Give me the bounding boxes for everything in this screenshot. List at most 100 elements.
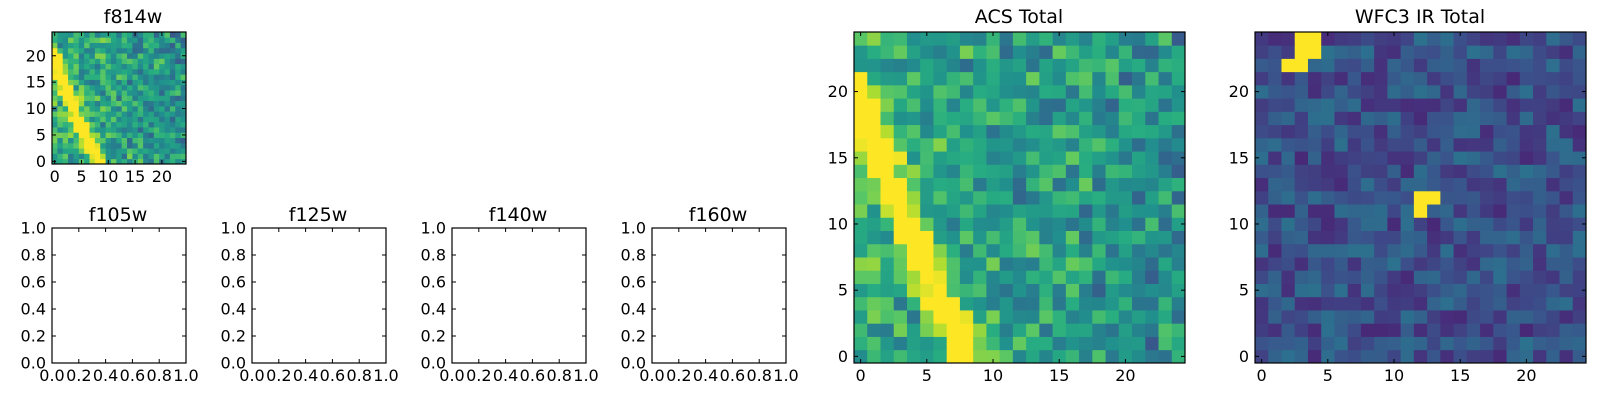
- heatmap-cell: [175, 127, 182, 133]
- heatmap-cell: [68, 111, 74, 117]
- heatmap-cell: [1413, 164, 1428, 179]
- heatmap-cell: [1480, 204, 1494, 218]
- heatmap-cell: [100, 68, 106, 75]
- heatmap-cell: [1493, 45, 1507, 59]
- heatmap-cell: [1132, 336, 1146, 351]
- heatmap-cell: [867, 137, 881, 152]
- heatmap-cell: [1559, 296, 1574, 311]
- heatmap-cell: [1132, 98, 1146, 112]
- heatmap-cell: [110, 74, 117, 80]
- heatmap-cell: [1572, 243, 1587, 258]
- heatmap-cell: [121, 121, 128, 128]
- heatmap-cell: [1307, 349, 1322, 364]
- heatmap-cell: [132, 116, 139, 123]
- heatmap-cell: [1294, 111, 1309, 126]
- heatmap-cell: [1281, 177, 1296, 192]
- heatmap-cell: [89, 42, 96, 49]
- heatmap-cell: [116, 148, 123, 154]
- heatmap-cell: [1400, 204, 1415, 218]
- heatmap-cell: [89, 84, 96, 91]
- heatmap-cell: [959, 32, 974, 46]
- heatmap-cell: [1506, 111, 1521, 126]
- heatmap-cell: [959, 45, 974, 59]
- heatmap-cell: [1039, 217, 1053, 231]
- heatmap-cell: [1255, 283, 1269, 298]
- heatmap-cell: [880, 190, 895, 205]
- heatmap-cell: [1079, 217, 1093, 231]
- heatmap-cell: [1092, 190, 1106, 205]
- heatmap-cell: [105, 63, 112, 70]
- heatmap-cell: [1387, 71, 1402, 86]
- heatmap-cell: [1440, 296, 1454, 311]
- heatmap-cell: [1079, 58, 1093, 73]
- heatmap-cell: [1255, 257, 1269, 271]
- heatmap-cell: [164, 137, 171, 144]
- heatmap-cell: [1092, 151, 1106, 165]
- heatmap-cell: [1334, 32, 1349, 46]
- heatmap-cell: [1506, 124, 1521, 139]
- heatmap-cell: [1065, 71, 1080, 86]
- heatmap-cell: [137, 63, 144, 70]
- heatmap-cell: [986, 243, 1001, 258]
- heatmap-cell: [121, 58, 128, 65]
- heatmap-cell: [1466, 349, 1481, 364]
- heatmap-cell: [1480, 71, 1494, 86]
- heatmap-cell: [1533, 111, 1547, 126]
- heatmap-cell: [1105, 177, 1120, 192]
- heatmap-cell: [105, 74, 112, 80]
- heatmap-cell: [180, 95, 187, 102]
- heatmap-cell: [999, 217, 1014, 231]
- heatmap-cell: [1171, 137, 1186, 152]
- heatmap-cell: [1466, 137, 1481, 152]
- heatmap-cell: [121, 127, 128, 133]
- heatmap-cell: [854, 296, 868, 311]
- x-tick-label: 10: [983, 366, 1003, 385]
- heatmap-cell: [1294, 336, 1309, 351]
- heatmap-cell: [933, 283, 948, 298]
- heatmap-cell: [1413, 349, 1428, 364]
- heatmap-cell: [148, 84, 155, 91]
- heatmap-cell: [105, 84, 112, 91]
- heatmap-cell: [1052, 137, 1067, 152]
- heatmap-cell: [68, 63, 74, 70]
- heatmap-cell: [920, 98, 934, 112]
- heatmap-cell: [169, 137, 176, 144]
- heatmap-cell: [1281, 151, 1296, 165]
- heatmap-cell: [1079, 177, 1093, 192]
- heatmap-cell: [159, 148, 165, 154]
- heatmap-cell: [1079, 283, 1093, 298]
- heatmap-cell: [116, 132, 123, 138]
- heatmap-cell: [143, 42, 149, 49]
- heatmap-cell: [1533, 137, 1547, 152]
- heatmap-cell: [1039, 124, 1053, 139]
- heatmap-cell: [1307, 296, 1322, 311]
- heatmap-cell: [105, 42, 112, 49]
- heatmap-cell: [1321, 98, 1335, 112]
- heatmap-cell: [933, 71, 948, 86]
- heatmap-cell: [1334, 164, 1349, 179]
- heatmap-cell: [89, 105, 96, 112]
- heatmap-cell: [1546, 84, 1560, 99]
- heatmap-cell: [854, 111, 868, 126]
- heatmap-cell: [1440, 270, 1454, 284]
- heatmap-cell: [1559, 71, 1574, 86]
- heatmap-cell: [1052, 349, 1067, 364]
- heatmap-cell: [1268, 230, 1282, 245]
- heatmap-cell: [1440, 217, 1454, 231]
- heatmap-cell: [1268, 58, 1282, 73]
- heatmap-cell: [1268, 177, 1282, 192]
- heatmap-cell: [946, 151, 961, 165]
- heatmap-cell: [68, 42, 74, 49]
- heatmap-cell: [1347, 336, 1362, 351]
- heatmap-cell: [1334, 296, 1349, 311]
- heatmap-cell: [1453, 32, 1468, 46]
- heatmap-cell: [1307, 45, 1322, 59]
- heatmap-cell: [1039, 32, 1053, 46]
- heatmap-cell: [159, 142, 165, 149]
- heatmap-cell: [893, 71, 908, 86]
- heatmap-cell: [1307, 32, 1322, 46]
- heatmap-cell: [999, 177, 1014, 192]
- heatmap-cell: [1466, 71, 1481, 86]
- heatmap-cell: [1546, 310, 1560, 324]
- heatmap-cell: [1158, 164, 1173, 179]
